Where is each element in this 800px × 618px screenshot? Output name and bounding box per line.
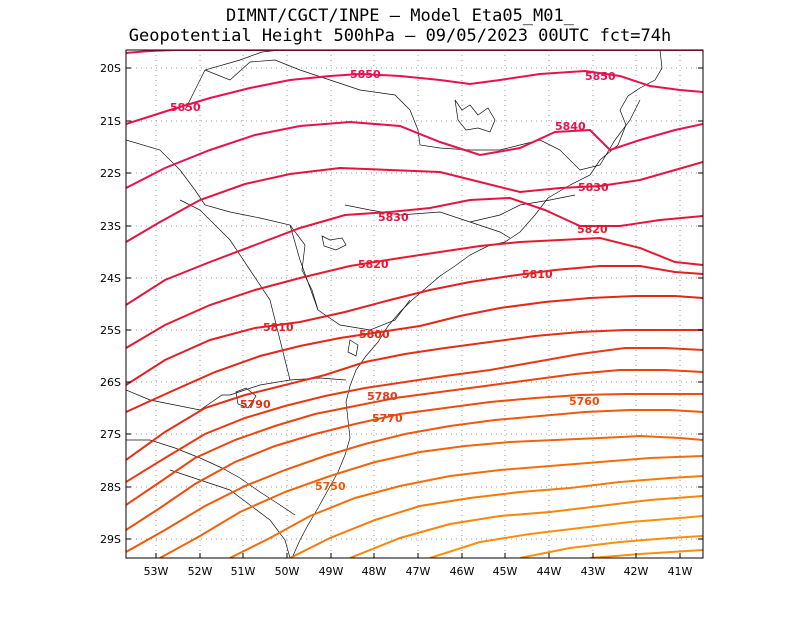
coastline (291, 50, 663, 558)
lake-reservoir (321, 235, 347, 251)
border-rio-grande-sul (126, 439, 296, 516)
lon-label: 47W (406, 565, 431, 578)
lat-label: 20S (100, 62, 121, 75)
lat-label: 26S (100, 376, 121, 389)
contour-5810 (126, 265, 703, 386)
lon-label: 51W (231, 565, 256, 578)
lon-label: 42W (624, 565, 649, 578)
contour-5800 (126, 295, 703, 413)
contour-5700 (429, 515, 703, 558)
contour-5770 (126, 369, 703, 506)
chart-title-line1: DIMNT/CGCT/INPE – Model Eta05_M01_ (226, 6, 574, 26)
lat-label: 23S (100, 220, 121, 233)
contour-label: 5850 (170, 101, 201, 114)
border-uruguay (169, 469, 291, 558)
lat-label: 21S (100, 115, 121, 128)
contour-label: 5810 (522, 268, 553, 281)
contour-label: 5830 (578, 181, 609, 194)
contour-5690 (519, 535, 703, 558)
island-santa-catarina (347, 339, 359, 357)
lon-label: 43W (581, 565, 606, 578)
lon-label: 45W (493, 565, 518, 578)
contour-label: 5850 (585, 70, 616, 83)
border-parana (289, 224, 411, 331)
border-argentina-paraguay (126, 389, 230, 411)
map-borders (126, 50, 663, 558)
contour-label: 5770 (372, 412, 403, 425)
lat-label: 29S (100, 533, 121, 546)
contour-5840 (126, 120, 703, 189)
lon-label: 48W (362, 565, 387, 578)
lat-label: 28S (100, 481, 121, 494)
contour-label: 5820 (358, 258, 389, 271)
lon-label: 53W (144, 565, 169, 578)
contour-label: 5800 (359, 328, 390, 341)
lat-label: 22S (100, 167, 121, 180)
contour-label: 5750 (315, 480, 346, 493)
border-minas-gerais (204, 59, 601, 171)
contour-5780 (126, 347, 703, 483)
contour-label: 5830 (378, 211, 409, 224)
lon-label: 50W (275, 565, 300, 578)
border-mato-grosso-do-sul (126, 139, 319, 311)
lat-label: 27S (100, 428, 121, 441)
lon-label: 44W (537, 565, 562, 578)
contour-5760 (126, 393, 703, 531)
lat-label: 24S (100, 272, 121, 285)
contour-labels: 5850 5850 5850 5840 5830 5830 5820 5820 … (170, 68, 616, 493)
contour-label: 5810 (263, 321, 294, 334)
contour-label: 5820 (577, 223, 608, 236)
contour-5680 (589, 549, 703, 558)
lagoa-dos-patos (235, 387, 257, 409)
lat-label: 25S (100, 324, 121, 337)
contour-label: 5790 (240, 398, 271, 411)
lon-label: 46W (450, 565, 475, 578)
contour-5830-south (126, 196, 703, 306)
contour-5850-north (126, 69, 703, 125)
chart-title-line2: Geopotential Height 500hPa – 09/05/2023 … (128, 26, 672, 46)
contour-5750 (126, 409, 703, 553)
contour-5720 (289, 475, 703, 558)
latitude-labels: 20S 21S 22S 23S 24S 25S 26S 27S 28S 29S (100, 62, 121, 546)
lake-furnas (454, 99, 496, 133)
lon-label: 41W (668, 565, 693, 578)
border-santa-catarina (229, 377, 347, 396)
contour-5730 (229, 455, 703, 558)
plot-frame (125, 49, 704, 559)
border-sp-mg (344, 204, 511, 239)
contour-5820 (126, 236, 703, 349)
border-es-mg (599, 99, 641, 166)
contour-label: 5780 (367, 390, 398, 403)
lon-label: 52W (188, 565, 213, 578)
contour-5710 (349, 495, 703, 558)
contour-5830-north (126, 161, 703, 243)
contour-label: 5840 (555, 120, 586, 133)
tick-marks (126, 67, 703, 558)
border-goias (184, 50, 281, 111)
contour-label: 5850 (350, 68, 381, 81)
border-paraguay (179, 199, 291, 381)
border-rj-mg (469, 194, 576, 223)
lon-label: 49W (319, 565, 344, 578)
contour-label: 5760 (569, 395, 600, 408)
contour-5790 (126, 329, 703, 461)
contour-5740 (159, 434, 703, 558)
height-contours (126, 50, 703, 558)
longitude-labels: 53W 52W 51W 50W 49W 48W 47W 46W 45W 44W … (144, 565, 693, 578)
